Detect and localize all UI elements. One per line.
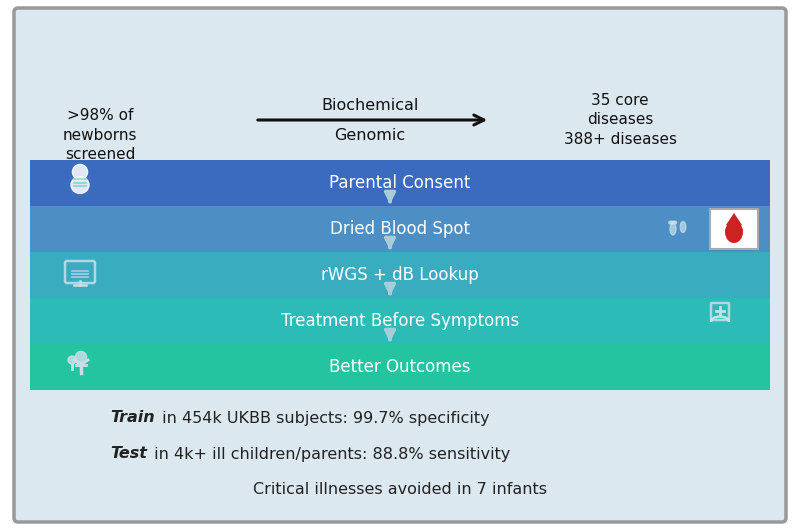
Text: Treatment Before Symptoms: Treatment Before Symptoms	[281, 312, 519, 330]
Circle shape	[672, 221, 675, 224]
Bar	[30, 206, 770, 252]
Text: Genomic: Genomic	[334, 128, 406, 143]
Text: Parental Consent: Parental Consent	[330, 174, 470, 192]
Text: rWGS + dB Lookup: rWGS + dB Lookup	[321, 266, 479, 284]
Text: Critical illnesses avoided in 7 infants: Critical illnesses avoided in 7 infants	[253, 482, 547, 498]
Bar	[710, 209, 758, 249]
Text: in 4k+ ill children/parents: 88.8% sensitivity: in 4k+ ill children/parents: 88.8% sensi…	[149, 446, 510, 462]
Text: Biochemical: Biochemical	[322, 98, 418, 112]
Ellipse shape	[670, 223, 676, 235]
Bar	[30, 344, 770, 390]
Circle shape	[75, 351, 86, 363]
Text: 35 core
diseases
388+ diseases: 35 core diseases 388+ diseases	[563, 93, 677, 147]
Ellipse shape	[680, 222, 686, 233]
Ellipse shape	[71, 176, 89, 193]
Circle shape	[73, 164, 88, 180]
Circle shape	[68, 356, 76, 364]
Polygon shape	[726, 213, 742, 225]
Text: Better Outcomes: Better Outcomes	[330, 358, 470, 376]
Circle shape	[674, 221, 677, 224]
Text: in 454k UKBB subjects: 99.7% specificity: in 454k UKBB subjects: 99.7% specificity	[157, 411, 490, 426]
FancyBboxPatch shape	[14, 8, 786, 522]
Bar	[30, 298, 770, 344]
Bar	[30, 252, 770, 298]
Text: >98% of
newborns
screened: >98% of newborns screened	[62, 108, 138, 162]
Text: Test: Test	[110, 446, 147, 462]
Text: Dried Blood Spot: Dried Blood Spot	[330, 220, 470, 238]
Text: Train: Train	[110, 411, 154, 426]
Circle shape	[670, 221, 674, 224]
Circle shape	[669, 221, 672, 224]
Bar	[30, 160, 770, 206]
Ellipse shape	[725, 221, 743, 243]
